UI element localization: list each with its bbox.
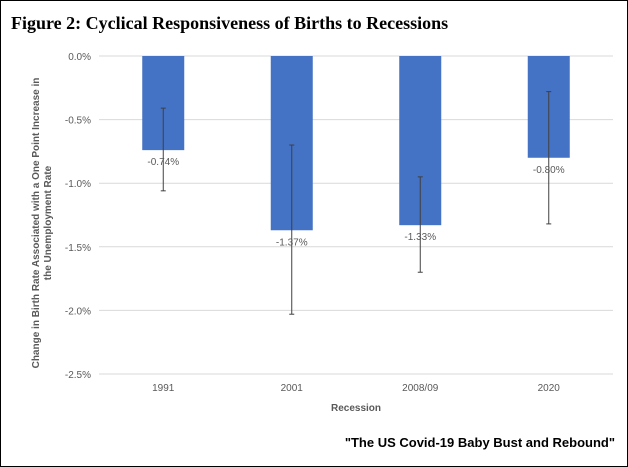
x-tick-label: 2008/09	[402, 383, 439, 394]
x-tick-label: 2020	[538, 383, 561, 394]
chart-title: Figure 2: Cyclical Responsiveness of Bir…	[11, 13, 449, 33]
data-label: -1.33%	[404, 232, 436, 243]
data-label: -0.74%	[147, 157, 179, 168]
y-tick-label: -1.5%	[65, 243, 91, 254]
y-tick-label: -0.5%	[65, 116, 91, 127]
y-tick-label: -1.0%	[65, 179, 91, 190]
y-tick-label: -2.0%	[65, 306, 91, 317]
y-tick-label: -2.5%	[65, 370, 91, 381]
x-axis-title: Recession	[331, 403, 381, 414]
data-label: -1.37%	[276, 237, 308, 248]
x-tick-label: 1991	[152, 383, 175, 394]
x-tick-label: 2001	[281, 383, 304, 394]
source-caption: "The US Covid-19 Baby Bust and Rebound"	[344, 435, 615, 450]
y-tick-label: 0.0%	[68, 52, 91, 63]
data-label: -0.80%	[533, 165, 565, 176]
y-axis-title: Change in Birth Rate Associated with a O…	[31, 78, 54, 369]
